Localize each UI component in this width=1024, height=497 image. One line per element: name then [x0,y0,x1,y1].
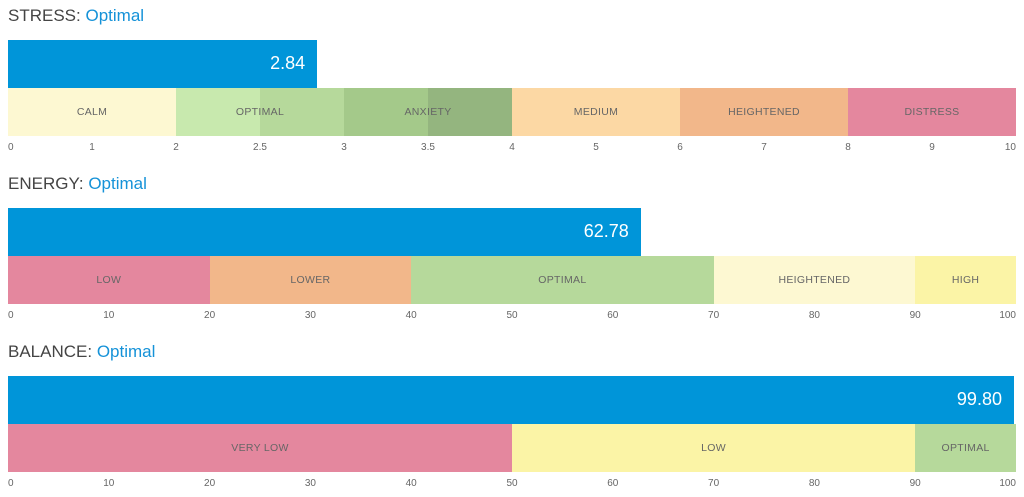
energy-zone-label: LOW [96,274,122,286]
energy-tick-label: 90 [909,310,921,321]
balance-value-bar: 99.80 [8,376,1014,424]
balance-zone-very-low [8,424,512,472]
stress-zone-optimal-part-1 [176,88,260,136]
energy-value-label: 62.78 [583,221,629,241]
balance-tick-label: 20 [204,478,216,489]
balance-zone-low [512,424,916,472]
energy-value-bar: 62.78 [8,208,641,256]
balance-tick-label: 100 [999,478,1016,489]
stress-tick-label: 8 [845,142,851,153]
energy-zone-label: HEIGHTENED [778,274,851,286]
balance-zone-optimal [915,424,1016,472]
energy-tick-label: 40 [405,310,417,321]
energy-title-label: ENERGY [8,174,79,193]
energy-tick-label: 100 [999,310,1016,321]
energy-tick-label: 30 [304,310,316,321]
stress-value-bar: 2.84 [8,40,318,88]
energy-zone-label: LOWER [290,274,331,286]
stress-zone-label: MEDIUM [573,106,619,118]
balance-tick-label: 50 [506,478,518,489]
stress-value-label: 2.84 [270,53,306,73]
stress-tick-label: 9 [929,142,935,153]
energy-zone-label: HIGH [951,274,980,286]
balance-value-label: 99.80 [956,389,1002,409]
stress-tick-label: 2.5 [253,142,267,153]
energy-tick-label: 60 [607,310,619,321]
balance-tick-label: 70 [708,478,720,489]
stress-zone-label: OPTIMAL [235,106,285,118]
stress-tick-label: 4 [509,142,515,153]
balance-status: Optimal [96,342,156,361]
energy-tick-label: 50 [506,310,518,321]
stress-zone-label: DISTRESS [904,106,960,118]
energy-tick-label: 10 [103,310,115,321]
stress-zone-label: CALM [76,106,108,118]
balance-zone-label: VERY LOW [231,442,289,454]
stress-zone-medium [512,88,680,136]
energy-status: Optimal [88,174,147,193]
stress-zone-optimal-part-2 [260,88,344,136]
balance-zones: VERY LOW LOW OPTIMAL [8,424,1016,472]
stress-tick-label: 7 [761,142,767,153]
stress-title-label: STRESS [8,6,77,25]
stress-zone-calm [8,88,176,136]
balance-axis: 0 10 20 30 40 50 60 70 80 90 100 [8,478,1016,492]
stress-zone-heightened [680,88,848,136]
stress-tick-label: 6 [677,142,683,153]
balance-tick-label: 60 [607,478,619,489]
energy-zone-lower [209,256,412,304]
stress-axis: 0 1 2 2.5 3 3.5 4 5 6 7 8 9 10 [8,142,1016,156]
stress-tick-label: 3 [341,142,347,153]
balance-tick-label: 80 [808,478,820,489]
energy-zone-optimal [411,256,714,304]
balance-tick-label: 40 [405,478,417,489]
balance-zone-label: LOW [701,442,726,454]
balance-tick-label: 0 [8,478,14,489]
stress-tick-label: 3.5 [421,142,435,153]
energy-tick-label: 0 [8,310,14,321]
energy-title: ENERGY: Optimal [8,174,147,193]
stress-zone-anxiety-part-2 [428,88,512,136]
balance-tick-label: 30 [304,478,316,489]
energy-tick-label: 20 [204,310,216,321]
stress-tick-label: 0 [8,142,14,153]
energy-tick-label: 80 [808,310,820,321]
balance-zone-label: OPTIMAL [941,442,990,454]
energy-axis: 0 10 20 30 40 50 60 70 80 90 100 [8,310,1016,324]
stress-title: STRESS: Optimal [8,6,145,25]
stress-zone-anxiety-part-1 [344,88,428,136]
stress-zone-distress [848,88,1016,136]
stress-status: Optimal [85,6,145,25]
balance-title: BALANCE: Optimal [8,342,156,361]
energy-zone-low [8,256,210,304]
energy-tick-label: 70 [708,310,720,321]
energy-zones: LOW LOWER OPTIMAL HEIGHTENED HIGH [8,256,1016,304]
stress-zone-label: ANXIETY [404,106,452,118]
stress-tick-label: 2 [173,142,179,153]
balance-title-label: BALANCE [8,342,88,361]
energy-zone-label: OPTIMAL [538,274,587,286]
energy-zone-high [915,256,1016,304]
stress-zones: CALM OPTIMAL ANXIETY MEDIUM HEIGHTENED DISTRE… [8,88,1016,136]
stress-tick-label: 1 [89,142,95,153]
stress-zone-label: HEIGHTENED [728,106,800,118]
balance-tick-label: 90 [909,478,921,489]
balance-tick-label: 10 [103,478,115,489]
stress-tick-label: 5 [593,142,599,153]
energy-zone-heightened [713,256,916,304]
stress-tick-label: 10 [1004,142,1016,153]
